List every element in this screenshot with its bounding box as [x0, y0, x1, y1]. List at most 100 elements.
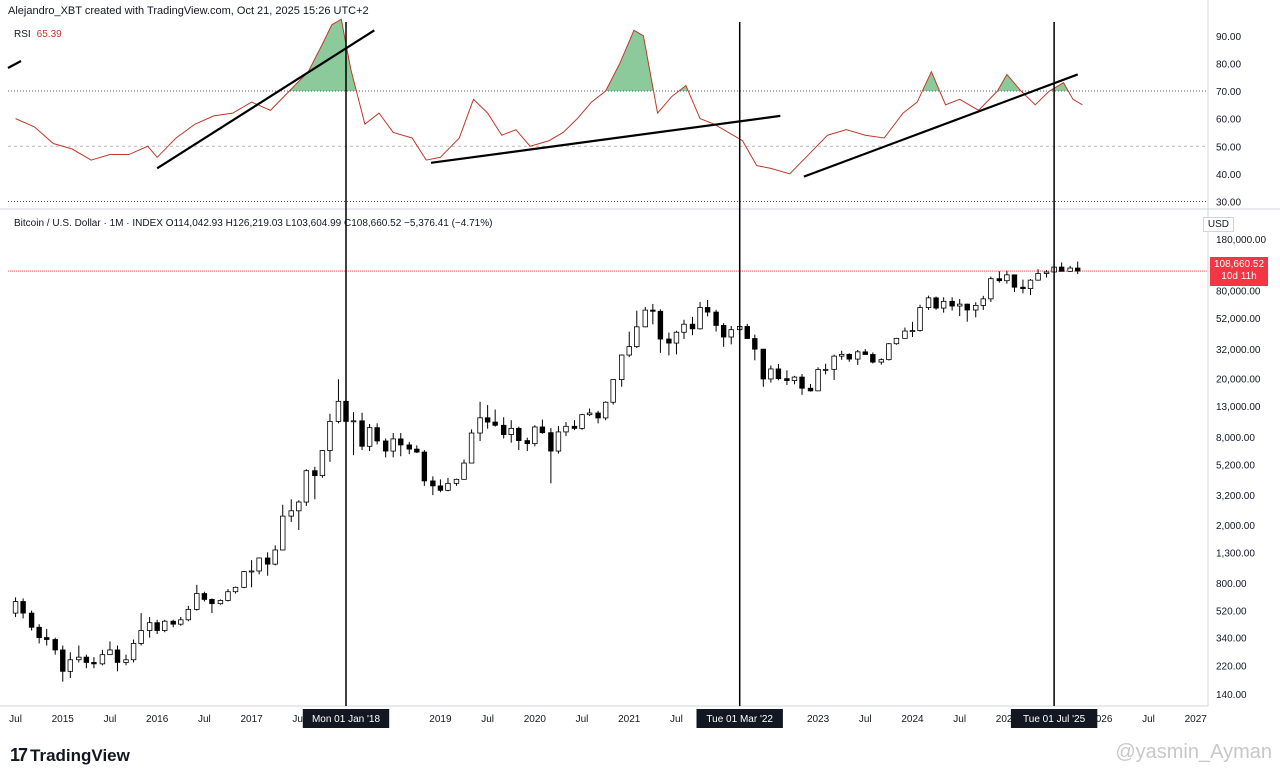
candle-up [1067, 267, 1073, 272]
price-tick-label: 32,000.00 [1216, 345, 1261, 356]
candle-up [1035, 273, 1041, 281]
candle-down [933, 297, 939, 309]
candle-down [846, 353, 852, 360]
time-tick-label: Jul [198, 714, 211, 725]
candle-up [256, 557, 262, 572]
candle-up [468, 432, 475, 464]
candle-up [288, 510, 294, 517]
price-pane [8, 261, 1208, 682]
candle-up [335, 400, 342, 422]
time-tick-label: 2016 [146, 714, 169, 725]
candle-up [138, 630, 144, 644]
price-tick-label: 1,300.00 [1216, 548, 1255, 559]
candle-up [791, 376, 798, 381]
vertical-marker-label: Tue 01 Mar '22 [706, 714, 773, 725]
candle-up [390, 438, 396, 452]
candle-up [327, 421, 333, 451]
candle-up [366, 427, 373, 447]
candle-up [555, 431, 562, 452]
candle-up [634, 326, 640, 348]
candle-up [241, 571, 247, 588]
vertical-marker-box [1010, 709, 1098, 728]
candle-up [99, 654, 106, 665]
candle-up [272, 549, 278, 565]
candle-down [516, 427, 522, 441]
candle-down [170, 620, 176, 625]
time-axis[interactable]: Jul 2015 Jul 2016 Jul 2017 Jul 2019 Jul 2020 Jul 20… [9, 714, 1207, 725]
candle-up [681, 323, 687, 333]
rsi-trendline-3 [803, 73, 1079, 178]
candle-down [28, 612, 35, 628]
candle-up [642, 309, 648, 328]
candle-up [673, 331, 680, 344]
price-tick-label: 80,000.00 [1216, 287, 1261, 298]
price-tick-label: 20,000.00 [1216, 375, 1261, 386]
candle-up [626, 346, 632, 356]
vertical-markers: Mon 01 Jan '18 Tue 01 Mar '22 Tue 01 Jul '… [302, 22, 1098, 728]
candle-up [925, 297, 932, 308]
candle-down [382, 440, 389, 452]
candle-down [595, 412, 601, 419]
rsi-overbought-fill [922, 71, 940, 92]
time-tick-label: 2017 [240, 714, 263, 725]
vertical-marker-label: Mon 01 Jan '18 [312, 714, 381, 725]
price-axis[interactable]: 180,000.00120,000.0080,000.0052,000.0032… [1216, 235, 1266, 701]
currency-button[interactable]: USD [1202, 217, 1234, 232]
time-tick-label: 2019 [429, 714, 452, 725]
candle-down [964, 303, 970, 311]
price-tick-label: 52,000.00 [1216, 314, 1261, 325]
time-tick-label: 2025 [996, 714, 1019, 725]
time-tick-label: 2024 [901, 714, 924, 725]
candle-down [1020, 286, 1026, 289]
candle-up [917, 307, 923, 331]
candle-up [697, 307, 703, 330]
rsi-tick-label: 60.00 [1216, 115, 1241, 126]
candle-up [508, 427, 514, 435]
time-tick-label: Jul [953, 714, 966, 725]
candle-up [461, 462, 467, 480]
price-tick-label: 2,000.00 [1216, 521, 1255, 532]
time-tick-label: 2021 [618, 714, 641, 725]
candle-down [571, 425, 578, 429]
candle-up [1043, 271, 1050, 274]
candle-down [799, 376, 805, 389]
candle-up [225, 591, 231, 601]
candle-down [689, 323, 696, 330]
price-tick-label: 520.00 [1216, 607, 1247, 618]
rsi-value: 65.39 [36, 29, 62, 40]
candle-up [123, 659, 129, 663]
candle-up [728, 329, 734, 338]
candle-up [579, 414, 585, 429]
candle-up [563, 425, 569, 433]
candle-down [36, 626, 42, 639]
candle-up [248, 570, 255, 573]
candle-up [194, 593, 200, 610]
candle-up [855, 351, 861, 360]
candle-up [217, 600, 224, 605]
candle-up [453, 478, 460, 484]
candle-up [893, 337, 900, 345]
rsi-axis[interactable]: 90.00 80.00 70.00 60.00 50.00 40.00 30.00 [1216, 32, 1241, 209]
candle-down [83, 656, 90, 663]
candle-up [822, 368, 829, 371]
candle-up [130, 643, 137, 661]
candle-up [162, 620, 168, 631]
candle-up [1027, 279, 1034, 289]
time-tick-label: Jul [9, 714, 22, 725]
time-tick-label: Jul [859, 714, 872, 725]
candle-down [996, 278, 1003, 282]
candle-down [60, 649, 66, 672]
rsi-trendline-1 [156, 29, 375, 170]
candle-down [44, 637, 50, 640]
time-tick-label: Jul [670, 714, 683, 725]
candle-up [477, 417, 483, 434]
tradingview-logo[interactable]: 17 TradingView [10, 745, 130, 766]
time-tick-label: 2027 [1185, 714, 1208, 725]
bar-countdown: 10d 11h [1221, 271, 1257, 283]
candle-up [878, 359, 885, 363]
rsi-tick-label: 80.00 [1216, 59, 1241, 70]
candle-down [91, 662, 97, 665]
candle-up [886, 343, 892, 361]
candle-down [114, 649, 121, 663]
